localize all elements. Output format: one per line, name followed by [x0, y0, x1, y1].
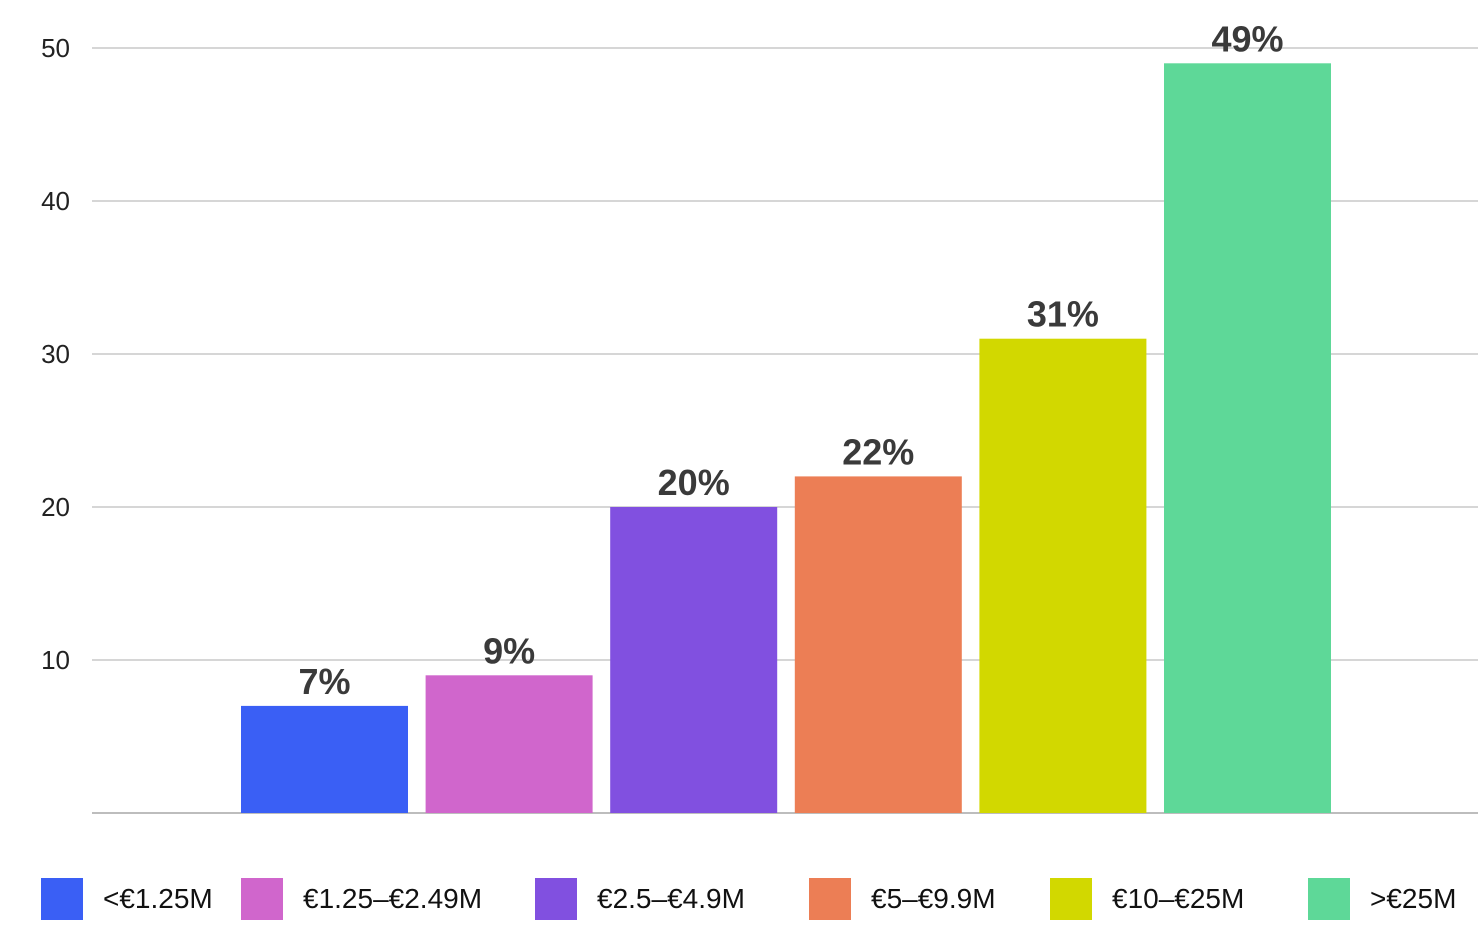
legend: <€1.25M €1.25–€2.49M €2.5–€4.9M €5–€9.9M €10… [0, 878, 1480, 924]
legend-swatch [535, 878, 577, 920]
legend-label: €10–€25M [1112, 883, 1245, 914]
legend-swatch [1308, 878, 1350, 920]
legend-item: <€1.25M [41, 878, 213, 920]
legend-swatch [809, 878, 851, 920]
legend-swatch [1050, 878, 1092, 920]
bar [979, 338, 1147, 813]
legend-swatch [241, 878, 283, 920]
bar [1164, 63, 1331, 814]
legend-item: €2.5–€4.9M [535, 878, 745, 920]
data-label: 31% [1027, 294, 1099, 335]
y-tick-label: 10 [41, 645, 70, 675]
y-tick-label: 50 [41, 33, 70, 63]
y-tick-label: 30 [41, 339, 70, 369]
data-label: 20% [658, 462, 730, 503]
legend-item: >€25M [1308, 878, 1456, 920]
legend-label: €5–€9.9M [871, 883, 996, 914]
data-label: 9% [483, 630, 535, 671]
bar [794, 476, 962, 813]
bar [241, 705, 408, 813]
legend-label: €2.5–€4.9M [597, 883, 745, 914]
legend-label: €1.25–€2.49M [303, 883, 483, 914]
y-tick-label: 20 [41, 492, 70, 522]
data-label: 49% [1211, 18, 1283, 59]
data-label: 22% [842, 431, 914, 472]
data-label: 7% [298, 661, 350, 702]
legend-label: >€25M [1370, 883, 1457, 914]
bar-chart: 10 20 30 40 50 7% 9% 20% 22% 31% 49% [41, 18, 1478, 814]
legend-label: <€1.25M [103, 883, 213, 914]
bar [610, 507, 778, 813]
legend-item: €5–€9.9M [809, 878, 996, 920]
legend-item: €10–€25M [1050, 878, 1244, 920]
bar [425, 675, 593, 813]
legend-swatch [41, 878, 83, 920]
legend-item: €1.25–€2.49M [241, 878, 482, 920]
y-tick-label: 40 [41, 186, 70, 216]
